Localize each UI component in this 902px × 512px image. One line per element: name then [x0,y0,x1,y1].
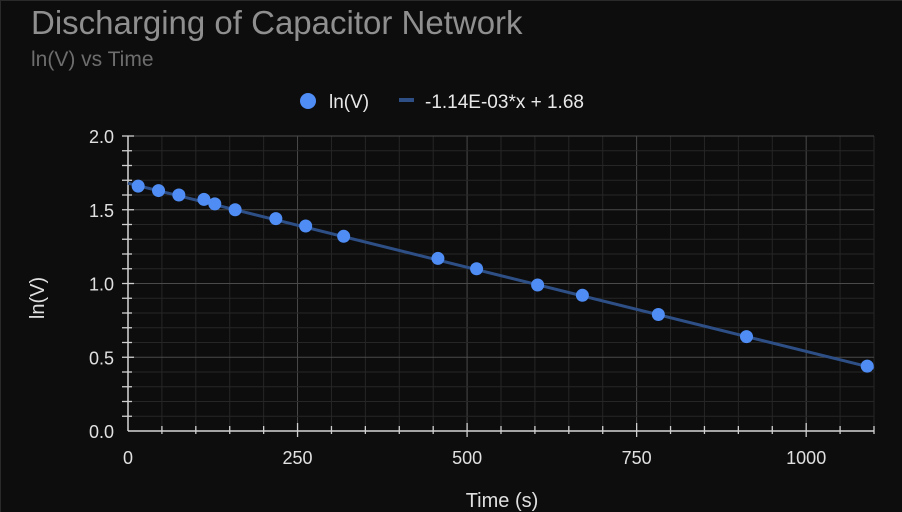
data-point [172,188,186,202]
data-point [208,197,222,211]
data-point [131,179,145,193]
data-point [152,184,166,198]
data-point [299,219,313,233]
grid [128,135,875,431]
x-tick-label: 1000 [786,448,826,468]
x-axis-label: Time (s) [466,490,539,512]
x-tick-label: 0 [123,448,133,468]
legend-marker-fit [399,98,414,102]
legend-label-fit: -1.14E-03*x + 1.68 [425,92,584,113]
data-point [337,229,351,243]
y-tick-label: 0.5 [89,348,114,368]
data-point [431,251,445,265]
legend: ln(V) -1.14E-03*x + 1.68 [300,92,584,113]
legend-marker-lnv [300,93,316,109]
y-axis-label: ln(V) [27,277,49,319]
data-point [651,307,665,321]
data-point [197,192,211,206]
chart-subtitle: ln(V) vs Time [31,48,154,71]
data-point [860,359,874,373]
y-tick-label: 1.5 [89,201,114,221]
top-border [0,0,902,1]
series [127,179,875,373]
y-tick-label: 1.0 [89,275,114,295]
y-tick-label: 2.0 [89,127,114,147]
chart-title: Discharging of Capacitor Network [31,4,523,41]
data-point [740,330,754,344]
left-border [0,0,1,512]
data-point [269,212,283,226]
legend-label-lnv: ln(V) [329,92,369,113]
x-tick-label: 250 [283,448,313,468]
data-point [470,262,484,276]
data-point [575,288,589,302]
x-tick-label: 500 [452,448,482,468]
data-point [228,203,242,217]
y-tick-label: 0.0 [89,422,114,442]
data-point [531,278,545,292]
x-tick-label: 750 [622,448,652,468]
ticks: 0 250 500 750 1000 0.0 0.5 1.0 1.5 2.0 [89,127,875,468]
